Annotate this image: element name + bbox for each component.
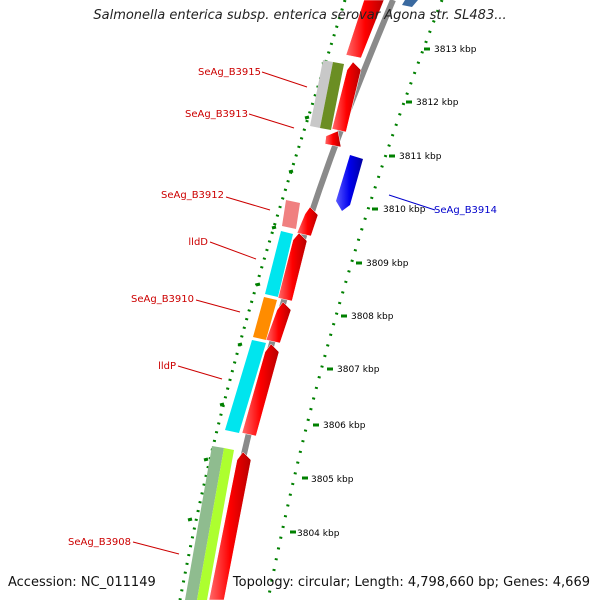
kbp-label: 3809 kbp: [366, 259, 409, 269]
feature-orange: [253, 297, 277, 340]
feature-pink: [282, 200, 300, 229]
kbp-label: 3805 kbp: [311, 475, 354, 485]
kbp-label: 3813 kbp: [434, 45, 477, 55]
forward-cds-track: [208, 0, 385, 600]
inner-ticks: [187, 61, 327, 522]
feature-cyan-lldD: [265, 231, 293, 297]
cds-arrow-red: [296, 206, 319, 237]
cds-arrow-red: [208, 451, 252, 600]
summary-text: Topology: circular; Length: 4,798,660 bp…: [232, 575, 590, 590]
page-title: Salmonella enterica subsp. enterica sero…: [93, 8, 507, 23]
gene-label-SeAg_B3910: SeAg_B3910: [131, 294, 194, 305]
cds-arrow-red: [265, 301, 292, 344]
cds-arrow-blue: [336, 155, 363, 211]
leader-lines: [132, 71, 436, 555]
kbp-label: 3804 kbp: [297, 529, 340, 539]
outer-ticks: [290, 47, 430, 534]
gene-label-SeAg_B3908: SeAg_B3908: [68, 537, 131, 548]
kbp-label: 3811 kbp: [399, 152, 442, 162]
cds-arrow-red: [331, 61, 362, 133]
cds-arrow-red: [324, 130, 342, 148]
cds-blue-top: [402, 0, 418, 7]
inner-dotted-track: [178, 0, 347, 600]
feature-olive: [320, 62, 344, 130]
gene-label-lldP: lldP: [158, 361, 176, 372]
gene-label-SeAg_B3914: SeAg_B3914: [434, 205, 497, 216]
kbp-label: 3808 kbp: [351, 312, 394, 322]
feature-track: [185, 60, 344, 600]
feature-lightgray: [310, 60, 333, 128]
kbp-label: 3806 kbp: [323, 421, 366, 431]
cds-arrow-red: [277, 232, 308, 302]
feature-cyan-lldP: [225, 340, 266, 433]
accession-text: Accession: NC_011149: [8, 575, 156, 590]
kbp-label: 3807 kbp: [337, 365, 380, 375]
cds-arrow-red: [345, 0, 385, 59]
gene-label-SeAg_B3913: SeAg_B3913: [185, 109, 248, 120]
gene-label-SeAg_B3915: SeAg_B3915: [198, 67, 261, 78]
gene-label-SeAg_B3912: SeAg_B3912: [161, 190, 224, 201]
gene-label-lldD: lldD: [188, 237, 208, 248]
cds-arrow-red: [241, 343, 280, 437]
kbp-label: 3812 kbp: [416, 98, 459, 108]
feature-sage: [185, 446, 224, 600]
kbp-label: 3810 kbp: [383, 205, 426, 215]
feature-yellowgreen: [197, 448, 234, 600]
